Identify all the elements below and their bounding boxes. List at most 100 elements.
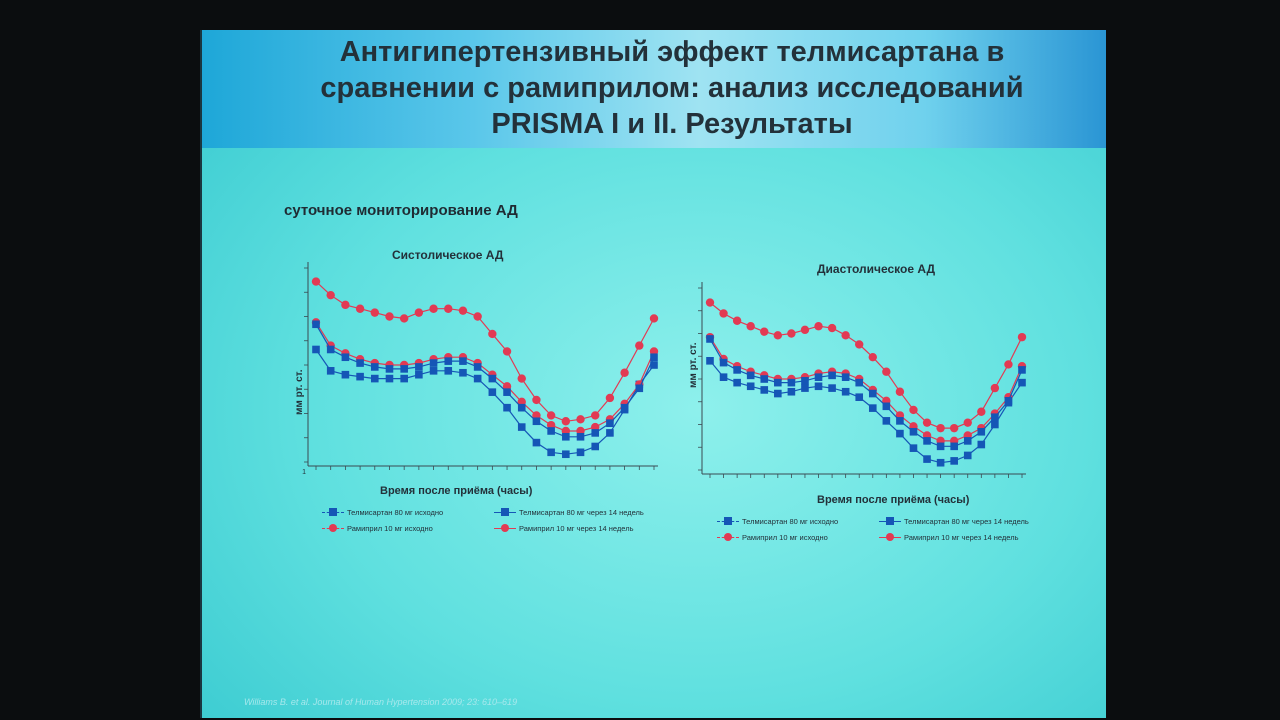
legend-item: Телмисартан 80 мг через 14 недель: [879, 517, 1029, 526]
data-point: [1018, 378, 1026, 387]
data-point: [1017, 332, 1027, 342]
data-point: [311, 277, 321, 286]
data-point: [746, 382, 755, 391]
data-point: [814, 382, 823, 391]
data-point: [991, 413, 999, 422]
data-point: [706, 357, 714, 365]
legend-line: [717, 533, 739, 541]
data-point: [620, 403, 629, 412]
data-point: [591, 429, 600, 437]
data-point: [1018, 366, 1026, 374]
y-axis-label: мм рт. ст.: [688, 342, 699, 388]
data-point: [963, 418, 972, 427]
data-point: [488, 374, 497, 383]
legend-label: Рамиприл 10 мг исходно: [742, 533, 828, 542]
data-point: [312, 320, 320, 329]
data-point: [532, 395, 541, 405]
data-point: [502, 347, 512, 356]
series-line: [315, 281, 655, 422]
data-point: [620, 368, 629, 377]
x-axis-label: Время после приёма (часы): [817, 494, 970, 506]
data-point: [895, 387, 905, 396]
square-marker-icon: [886, 517, 894, 525]
data-point: [814, 373, 823, 381]
data-point: [517, 423, 526, 431]
series-line: [315, 323, 655, 438]
data-point: [760, 386, 769, 394]
series-line: [709, 336, 1023, 442]
data-point: [473, 312, 482, 321]
legend-label: Рамиприл 10 мг через 14 недель: [519, 524, 634, 533]
data-point: [341, 300, 350, 310]
legend-label: Телмисартан 80 мг исходно: [347, 508, 444, 517]
data-point: [855, 393, 864, 401]
circle-marker-icon: [724, 533, 732, 541]
data-point: [787, 387, 796, 396]
data-point: [950, 457, 958, 465]
legend-line: [879, 517, 901, 525]
data-point: [473, 363, 482, 371]
data-point: [732, 316, 742, 325]
data-point: [503, 403, 511, 412]
data-point: [415, 363, 423, 371]
data-point: [561, 417, 571, 426]
data-point: [547, 427, 555, 435]
data-point: [719, 358, 728, 367]
data-point: [936, 423, 945, 433]
data-point: [429, 359, 438, 367]
data-point: [760, 375, 769, 383]
title-line: Антигипертензивный эффект телмисартана в: [339, 36, 1005, 68]
data-point: [414, 308, 424, 317]
data-point: [385, 374, 394, 383]
data-point: [473, 374, 482, 383]
data-point: [733, 366, 741, 374]
data-point: [399, 314, 409, 323]
data-point: [606, 419, 614, 427]
legend-item: Рамиприл 10 мг исходно: [717, 533, 828, 542]
diastolic-chart: [698, 282, 1027, 478]
circle-marker-icon: [501, 524, 509, 532]
data-point: [868, 389, 877, 398]
data-point: [458, 306, 468, 315]
data-point: [606, 429, 614, 437]
legend-item: Телмисартан 80 мг исходно: [717, 517, 838, 526]
legend-line: [322, 524, 344, 532]
data-point: [547, 448, 555, 457]
square-marker-icon: [329, 508, 337, 516]
data-point: [356, 359, 364, 367]
x-axis-label: Время после приёма (часы): [380, 485, 533, 497]
data-point: [841, 331, 850, 340]
data-point: [705, 298, 715, 307]
data-point: [562, 450, 570, 459]
legend-line: [717, 517, 739, 525]
data-point: [649, 314, 659, 323]
data-point: [841, 373, 850, 381]
data-point: [855, 378, 864, 387]
data-point: [949, 423, 959, 433]
data-point: [828, 371, 836, 380]
series-line: [709, 338, 1023, 447]
systolic-chart: 1: [302, 262, 659, 476]
data-point: [814, 322, 823, 331]
data-point: [517, 403, 526, 412]
data-point: [400, 365, 408, 373]
data-point: [326, 345, 335, 354]
data-point: [532, 417, 541, 426]
data-point: [828, 384, 836, 392]
data-point: [801, 384, 809, 392]
data-point: [787, 378, 796, 387]
data-point: [576, 448, 585, 457]
data-point: [882, 417, 891, 425]
data-point: [923, 437, 931, 445]
data-point: [591, 442, 600, 451]
data-point: [400, 374, 408, 383]
data-point: [591, 411, 600, 420]
data-point: [909, 405, 918, 415]
data-point: [1004, 397, 1013, 405]
data-point: [635, 341, 644, 350]
data-point: [746, 322, 755, 331]
data-point: [733, 378, 741, 387]
data-point: [1004, 360, 1013, 369]
legend-line: [879, 533, 901, 541]
data-point: [800, 325, 810, 335]
